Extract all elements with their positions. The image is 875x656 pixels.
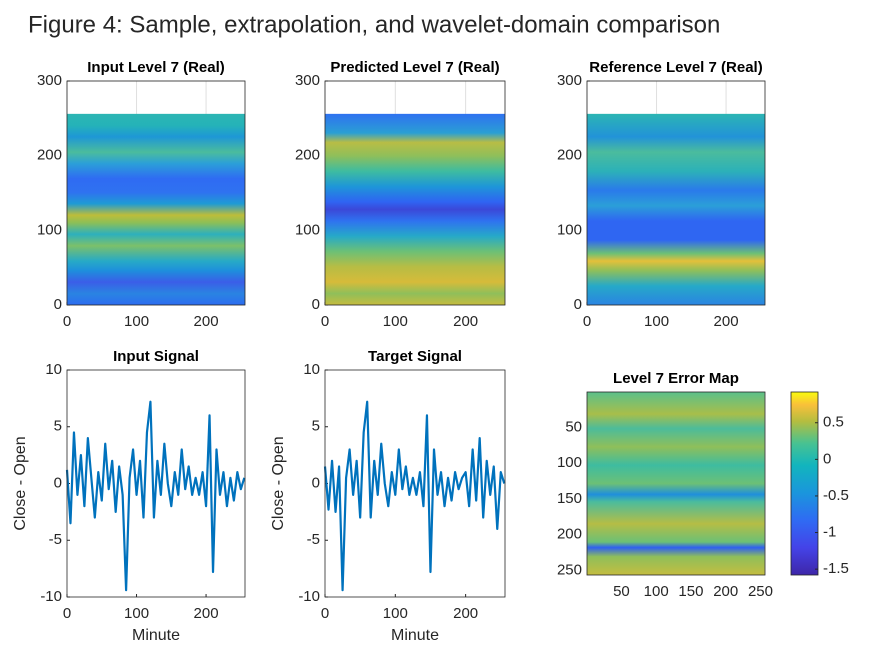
y-tick-label: 100 (295, 221, 320, 238)
y-tick-label: 0 (54, 296, 62, 313)
axes-box (586, 80, 766, 306)
colorbar-tick-label: 0.5 (823, 414, 844, 431)
x-tick-label: 100 (124, 605, 149, 622)
y-tick-label: 200 (295, 147, 320, 164)
panel-title: Input Level 7 (Real) (87, 59, 225, 76)
x-tick-label: 250 (748, 583, 773, 600)
y-tick-label: 5 (54, 418, 62, 435)
axes-box (324, 369, 506, 598)
x-tick-label: 0 (583, 313, 591, 330)
y-tick-label: 100 (37, 221, 62, 238)
x-tick-label: 200 (713, 583, 738, 600)
signal-line (65, 400, 246, 592)
y-tick-label: 300 (295, 72, 320, 89)
axes-box (586, 391, 766, 576)
y-tick-label: 250 (557, 561, 582, 578)
heatmap-image (325, 113, 505, 305)
y-tick-label: 300 (37, 72, 62, 89)
y-tick-label: 5 (312, 418, 320, 435)
x-axis-label: Minute (132, 627, 180, 644)
y-tick-label: 150 (557, 490, 582, 507)
colorbar-tick-label: -0.5 (823, 487, 849, 504)
x-axis-label: Minute (391, 627, 439, 644)
x-tick-label: 0 (321, 605, 329, 622)
y-tick-label: 0 (312, 474, 320, 491)
x-tick-label: 0 (63, 313, 71, 330)
y-tick-label: 100 (557, 221, 582, 238)
panel-title: Predicted Level 7 (Real) (330, 59, 499, 76)
x-tick-label: 0 (63, 605, 71, 622)
y-tick-label: 0 (312, 296, 320, 313)
x-tick-label: 100 (383, 313, 408, 330)
panel-title: Level 7 Error Map (613, 370, 739, 387)
y-tick-label: -10 (298, 588, 320, 605)
x-tick-label: 200 (453, 313, 478, 330)
x-tick-label: 0 (321, 313, 329, 330)
y-tick-label: 10 (303, 361, 320, 378)
y-axis-label: Close - Open (270, 436, 287, 530)
colorbar (790, 391, 819, 576)
colorbar-tick-label: 0 (823, 450, 831, 467)
axes-box (66, 369, 246, 598)
x-tick-label: 200 (714, 313, 739, 330)
y-tick-label: -5 (307, 531, 320, 548)
y-tick-label: 200 (557, 147, 582, 164)
x-tick-label: 150 (678, 583, 703, 600)
x-tick-label: 50 (613, 583, 630, 600)
colorbar-tick-label: -1.5 (823, 560, 849, 577)
signal-line (323, 400, 506, 592)
y-axis-label: Close - Open (12, 436, 29, 530)
figure-title: Figure 4: Sample, extrapolation, and wav… (28, 11, 720, 38)
y-tick-label: 10 (45, 361, 62, 378)
y-tick-label: 100 (557, 454, 582, 471)
axes-box (66, 80, 246, 306)
x-tick-label: 200 (194, 605, 219, 622)
heatmap-image (587, 113, 765, 305)
colorbar-tick-label: -1 (823, 524, 836, 541)
y-tick-label: -5 (49, 531, 62, 548)
y-tick-label: 0 (54, 474, 62, 491)
y-tick-label: 200 (37, 147, 62, 164)
x-tick-label: 100 (383, 605, 408, 622)
panel-title: Input Signal (113, 348, 199, 365)
x-tick-label: 100 (124, 313, 149, 330)
x-tick-label: 200 (194, 313, 219, 330)
heatmap-image (587, 392, 765, 575)
y-tick-label: 300 (557, 72, 582, 89)
panel-title: Target Signal (368, 348, 462, 365)
x-tick-label: 200 (453, 605, 478, 622)
y-tick-label: 0 (574, 296, 582, 313)
axes-box (324, 80, 506, 306)
y-tick-label: 50 (565, 418, 582, 435)
x-tick-label: 100 (644, 313, 669, 330)
heatmap-image (67, 113, 245, 305)
y-tick-label: -10 (40, 588, 62, 605)
panel-title: Reference Level 7 (Real) (589, 59, 762, 76)
x-tick-label: 100 (644, 583, 669, 600)
y-tick-label: 200 (557, 526, 582, 543)
